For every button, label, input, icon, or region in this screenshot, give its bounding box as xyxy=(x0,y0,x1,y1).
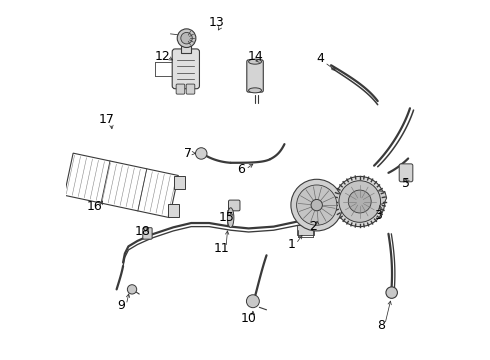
FancyBboxPatch shape xyxy=(186,84,195,94)
Ellipse shape xyxy=(248,88,262,93)
Text: 16: 16 xyxy=(87,201,102,213)
Circle shape xyxy=(177,29,196,48)
Bar xyxy=(64,153,178,217)
Circle shape xyxy=(127,285,137,294)
Circle shape xyxy=(296,185,337,225)
Text: 9: 9 xyxy=(117,299,125,312)
Circle shape xyxy=(291,179,343,231)
Circle shape xyxy=(196,148,207,159)
FancyBboxPatch shape xyxy=(143,228,152,239)
Text: 8: 8 xyxy=(377,319,385,332)
Ellipse shape xyxy=(227,208,234,228)
FancyBboxPatch shape xyxy=(174,176,185,189)
Circle shape xyxy=(311,199,322,211)
Circle shape xyxy=(181,32,192,44)
Circle shape xyxy=(386,287,397,298)
FancyBboxPatch shape xyxy=(247,60,263,92)
Text: 2: 2 xyxy=(309,220,317,233)
Ellipse shape xyxy=(248,59,262,64)
FancyBboxPatch shape xyxy=(399,164,413,182)
Circle shape xyxy=(335,176,385,226)
FancyBboxPatch shape xyxy=(176,84,185,94)
Circle shape xyxy=(246,295,259,308)
FancyBboxPatch shape xyxy=(169,204,179,217)
Text: 5: 5 xyxy=(402,177,410,190)
Text: 7: 7 xyxy=(184,147,192,159)
FancyBboxPatch shape xyxy=(172,49,199,89)
FancyBboxPatch shape xyxy=(228,200,240,211)
Text: 11: 11 xyxy=(214,242,230,255)
Text: 14: 14 xyxy=(248,50,264,63)
Text: 1: 1 xyxy=(288,238,295,251)
Circle shape xyxy=(339,181,381,222)
Circle shape xyxy=(348,190,371,213)
Text: 15: 15 xyxy=(219,211,235,224)
FancyBboxPatch shape xyxy=(181,45,191,53)
Text: 4: 4 xyxy=(317,51,324,64)
Polygon shape xyxy=(376,191,387,205)
FancyBboxPatch shape xyxy=(297,225,314,234)
Text: 12: 12 xyxy=(155,50,171,63)
Text: 17: 17 xyxy=(99,113,115,126)
Text: 18: 18 xyxy=(135,225,151,238)
Text: 6: 6 xyxy=(238,163,245,176)
Text: 3: 3 xyxy=(374,210,382,222)
Text: 10: 10 xyxy=(241,311,257,325)
Text: 13: 13 xyxy=(208,16,224,29)
